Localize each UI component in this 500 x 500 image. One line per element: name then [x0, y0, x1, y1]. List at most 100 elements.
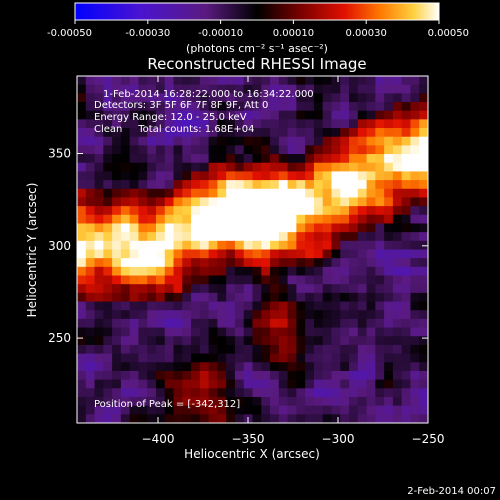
heatmap-cell — [401, 266, 412, 277]
heatmap-cell — [296, 292, 306, 303]
heatmap-cell — [392, 188, 403, 199]
heatmap-cell — [191, 336, 201, 346]
heatmap-cell — [226, 171, 236, 181]
heatmap-cell — [349, 405, 359, 415]
heatmap-cell — [164, 110, 175, 120]
heatmap-cell — [261, 284, 271, 294]
heatmap-cell — [147, 327, 157, 337]
heatmap-cell — [331, 370, 341, 381]
heatmap-cell — [375, 362, 385, 372]
heatmap-cell — [278, 214, 289, 225]
heatmap-cell — [94, 266, 104, 277]
heatmap-cell — [270, 379, 280, 389]
heatmap-cell — [384, 414, 394, 423]
heatmap-cell — [138, 102, 148, 112]
heatmap-cell — [208, 76, 218, 86]
heatmap-cell — [94, 310, 104, 320]
heatmap-cell — [191, 214, 201, 225]
heatmap-cell — [296, 414, 306, 423]
heatmap-cell — [296, 240, 306, 251]
heatmap-cell — [305, 336, 315, 346]
heatmap-cell — [182, 396, 192, 407]
heatmap-cell — [120, 370, 131, 381]
heatmap-cell — [375, 414, 385, 423]
heatmap-cell — [278, 292, 289, 303]
heatmap-cell — [77, 336, 87, 346]
heatmap-cell — [410, 223, 420, 233]
heatmap-cell — [401, 379, 412, 389]
heatmap-cell — [322, 362, 333, 372]
heatmap-cell — [340, 284, 350, 294]
heatmap-cell — [226, 266, 236, 277]
heatmap-cell — [208, 223, 218, 233]
heatmap-cell — [401, 405, 412, 415]
heatmap-cell — [270, 258, 280, 268]
heatmap-cell — [349, 327, 359, 337]
heatmap-cell — [112, 223, 122, 233]
heatmap-cell — [234, 84, 245, 94]
heatmap-cell — [287, 93, 297, 103]
heatmap-cell — [182, 197, 192, 207]
heatmap-cell — [349, 214, 359, 225]
heatmap-cell — [155, 318, 166, 329]
heatmap-cell — [173, 310, 183, 320]
heatmap-cell — [77, 76, 87, 86]
heatmap-cell — [384, 396, 394, 407]
heatmap-cell — [129, 344, 140, 355]
heatmap-cell — [313, 171, 324, 181]
heatmap-cell — [155, 214, 166, 225]
heatmap-cell — [375, 171, 385, 181]
heatmap-cell — [243, 197, 254, 207]
heatmap-cell — [287, 396, 297, 407]
heatmap-cell — [270, 188, 280, 199]
heatmap-cell — [85, 128, 96, 138]
heatmap-cell — [138, 128, 148, 138]
heatmap-cell — [384, 344, 394, 355]
heatmap-cell — [112, 275, 122, 285]
heatmap-cell — [85, 405, 96, 415]
heatmap-cell — [77, 197, 87, 207]
heatmap-cell — [384, 318, 394, 329]
heatmap-cell — [252, 240, 262, 251]
heatmap-cell — [287, 362, 297, 372]
heatmap-cell — [208, 197, 218, 207]
heatmap-cell — [199, 93, 210, 103]
heatmap-cell — [94, 344, 104, 355]
heatmap-cell — [384, 336, 394, 346]
heatmap-cell — [77, 266, 87, 277]
heatmap-cell — [287, 110, 297, 120]
heatmap-cell — [261, 405, 271, 415]
heatmap-cell — [103, 136, 113, 146]
heatmap-cell — [419, 162, 428, 173]
heatmap-cell — [155, 249, 166, 259]
heatmap-cell — [278, 301, 289, 311]
heatmap-cell — [305, 214, 315, 225]
heatmap-cell — [155, 275, 166, 285]
heatmap-cell — [261, 301, 271, 311]
heatmap-cell — [85, 232, 96, 242]
colorbar-tick-label: 0.00050 — [428, 28, 469, 39]
heatmap-cell — [129, 370, 140, 381]
heatmap-cell — [85, 136, 96, 146]
heatmap-cell — [252, 318, 262, 329]
heatmap-cell — [182, 353, 192, 363]
heatmap-cell — [199, 388, 210, 398]
heatmap-cell — [287, 370, 297, 381]
heatmap-cell — [191, 119, 201, 129]
heatmap-cell — [419, 232, 428, 242]
heatmap-cell — [173, 154, 183, 164]
heatmap-cell — [296, 353, 306, 363]
heatmap-cell — [313, 370, 324, 381]
heatmap-cell — [401, 240, 412, 251]
heatmap-cell — [296, 119, 306, 129]
heatmap-cell — [357, 379, 368, 389]
heatmap-cell — [278, 76, 289, 86]
heatmap-cell — [287, 154, 297, 164]
heatmap-cell — [173, 119, 183, 129]
heatmap-cell — [182, 232, 192, 242]
heatmap-cell — [340, 396, 350, 407]
heatmap-cell — [85, 327, 96, 337]
heatmap-cell — [191, 110, 201, 120]
heatmap-cell — [191, 266, 201, 277]
heatmap-cell — [112, 405, 122, 415]
